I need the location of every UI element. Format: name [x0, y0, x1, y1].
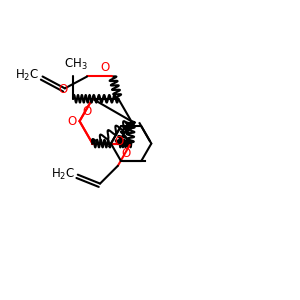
Text: O: O: [100, 61, 110, 74]
Text: H$_2$C: H$_2$C: [51, 167, 75, 182]
Text: O: O: [68, 115, 77, 128]
Text: O: O: [121, 146, 130, 160]
Text: H$_2$C: H$_2$C: [16, 68, 40, 82]
Text: O: O: [115, 136, 124, 148]
Text: O: O: [58, 83, 67, 96]
Text: CH$_3$: CH$_3$: [64, 57, 88, 72]
Text: O: O: [82, 105, 92, 118]
